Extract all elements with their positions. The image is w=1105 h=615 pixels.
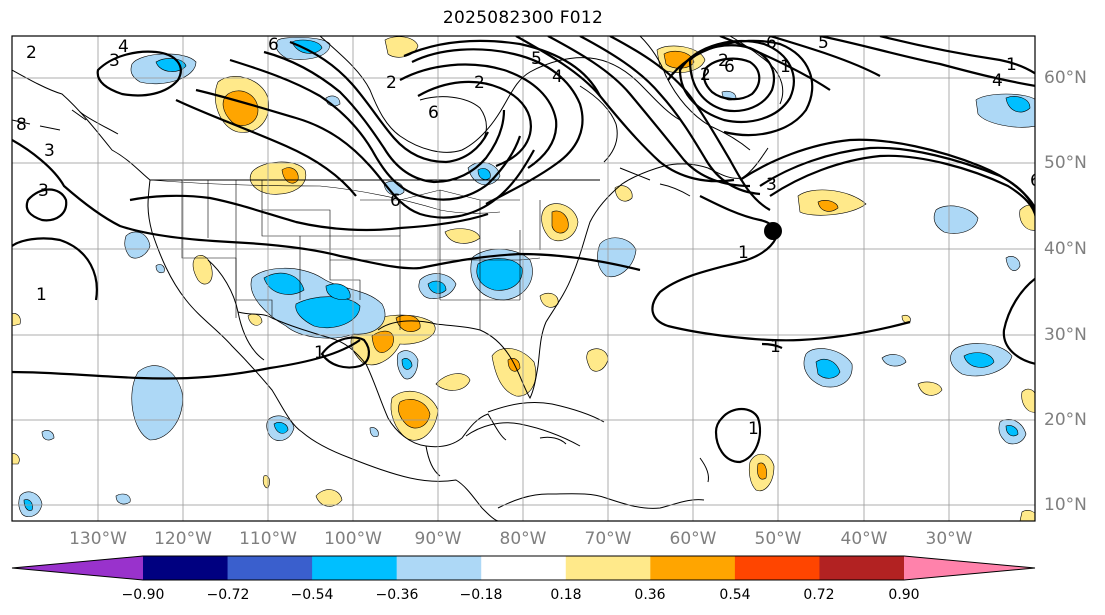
- svg-text:1: 1: [738, 243, 749, 263]
- svg-text:4: 4: [552, 67, 563, 87]
- colorbar-segment: [734, 556, 820, 580]
- svg-text:5: 5: [818, 33, 829, 53]
- lat-label: 40°N: [1044, 239, 1087, 259]
- colorbar-tick-label: −0.54: [290, 587, 334, 603]
- svg-text:1: 1: [780, 57, 791, 77]
- colorbar-tick-label: 0.18: [550, 587, 582, 603]
- colorbar-tick-label: −0.90: [121, 587, 165, 603]
- coastlines-and-borders: [12, 36, 784, 521]
- colorbar-tick-label: −0.18: [459, 587, 503, 603]
- location-marker: [764, 222, 782, 240]
- lat-label: 50°N: [1044, 153, 1087, 173]
- map-title: 2025082300 F012: [442, 8, 604, 28]
- svg-text:1: 1: [36, 285, 47, 305]
- lon-label: 40°W: [840, 529, 888, 549]
- svg-text:1: 1: [770, 337, 781, 357]
- colorbar-segment: [143, 556, 229, 580]
- svg-text:4: 4: [118, 37, 129, 57]
- negative-anomaly-areas: [18, 37, 1035, 517]
- colorbar-segment: [819, 556, 905, 580]
- lon-label: 130°W: [69, 529, 127, 549]
- svg-text:3: 3: [44, 141, 55, 161]
- svg-text:3: 3: [109, 51, 120, 71]
- svg-text:6: 6: [766, 33, 777, 53]
- svg-text:6: 6: [268, 35, 279, 55]
- lon-label: 90°W: [414, 529, 462, 549]
- svg-text:1: 1: [1006, 55, 1017, 75]
- colorbar-segment: [650, 556, 736, 580]
- colorbar-segment: [396, 556, 482, 580]
- colorbar: [11, 555, 1036, 581]
- contour-lines: [12, 36, 1035, 464]
- colorbar-segment: [481, 556, 567, 580]
- svg-text:1: 1: [748, 419, 759, 439]
- svg-text:3: 3: [38, 181, 49, 201]
- lon-label: 80°W: [499, 529, 547, 549]
- lat-label: 10°N: [1044, 495, 1087, 515]
- colorbar-tick-label: 0.90: [888, 587, 920, 603]
- colorbar-segment: [227, 556, 313, 580]
- positive-anomaly-areas: [12, 36, 1035, 521]
- svg-text:4: 4: [992, 71, 1003, 91]
- lon-label: 120°W: [154, 529, 212, 549]
- lon-label: 110°W: [239, 529, 297, 549]
- colorbar-tick-label: 0.54: [719, 587, 751, 603]
- colorbar-extend-high: [904, 556, 1035, 580]
- svg-text:6: 6: [724, 57, 735, 77]
- svg-text:2: 2: [386, 73, 397, 93]
- lon-label: 60°W: [669, 529, 717, 549]
- svg-text:5: 5: [531, 49, 542, 69]
- svg-text:8: 8: [16, 115, 27, 135]
- lon-label: 100°W: [324, 529, 382, 549]
- colorbar-tick-label: −0.36: [375, 587, 419, 603]
- svg-text:1: 1: [314, 343, 325, 363]
- lon-label: 30°W: [925, 529, 973, 549]
- colorbar-tick-label: −0.72: [206, 587, 250, 603]
- lat-label: 60°N: [1044, 68, 1087, 88]
- svg-text:2: 2: [700, 65, 711, 85]
- colorbar-tick-label: 0.72: [803, 587, 835, 603]
- colorbar-segment: [312, 556, 398, 580]
- svg-text:6: 6: [390, 191, 401, 211]
- contour-labels: 2 4 3 8 3 3 1 2 6 2 6 6 5 4 2 6 2 6 1 4 …: [16, 33, 1041, 439]
- svg-text:2: 2: [26, 43, 37, 63]
- colorbar-segment: [565, 556, 651, 580]
- lon-label: 50°W: [754, 529, 802, 549]
- svg-text:6: 6: [428, 103, 439, 123]
- lat-label: 30°N: [1044, 325, 1087, 345]
- svg-text:2: 2: [474, 73, 485, 93]
- lon-label: 70°W: [584, 529, 632, 549]
- svg-text:2: 2: [718, 51, 729, 71]
- colorbar-extend-low: [12, 556, 143, 580]
- lat-label: 20°N: [1044, 410, 1087, 430]
- map-frame: [11, 35, 1036, 522]
- svg-text:6: 6: [1030, 171, 1041, 191]
- colorbar-tick-label: 0.36: [634, 587, 666, 603]
- svg-text:3: 3: [766, 175, 777, 195]
- colorbar-outline: [11, 555, 1036, 581]
